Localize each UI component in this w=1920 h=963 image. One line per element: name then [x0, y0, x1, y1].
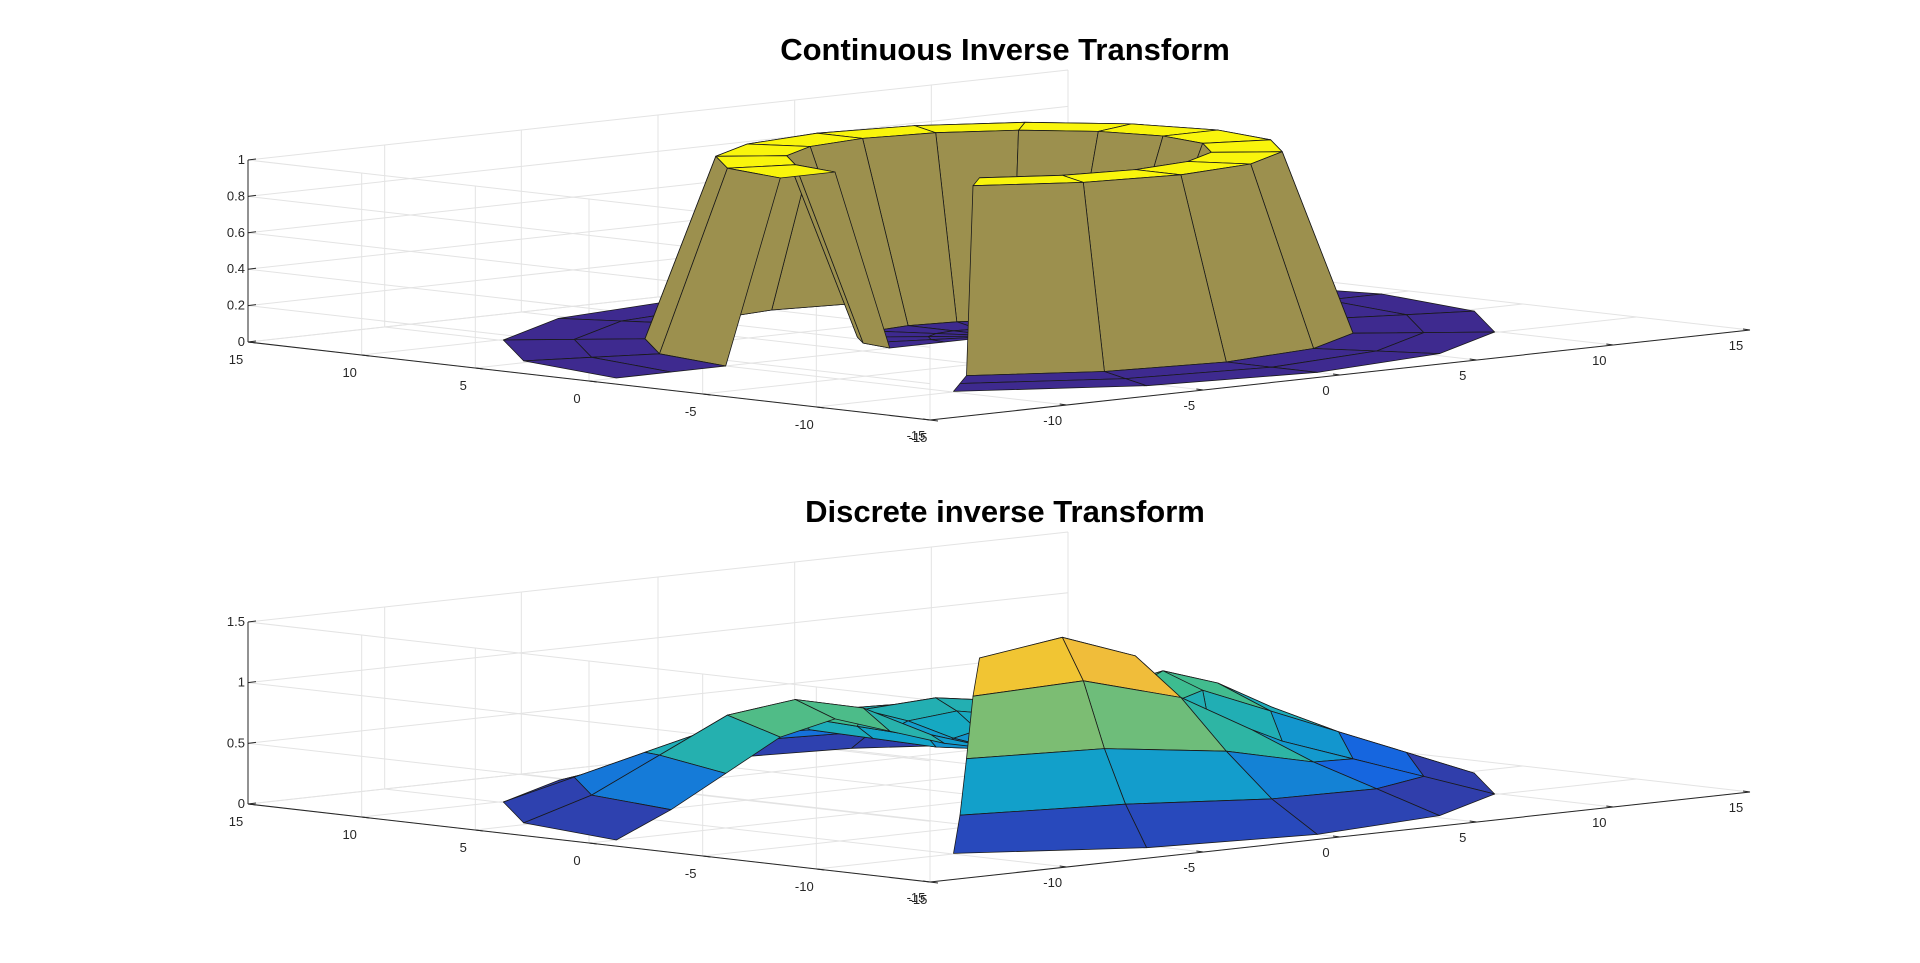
grid-line [247, 531, 1069, 623]
surface-face [966, 181, 1105, 377]
y-tick-label: 10 [342, 827, 356, 842]
grid-line [247, 592, 1069, 684]
surface-face [523, 356, 672, 379]
x-tick-mark [1469, 820, 1477, 823]
x-tick-label: -10 [1043, 413, 1062, 428]
y-tick-label: 0 [573, 391, 580, 406]
z-tick-mark [247, 741, 257, 744]
z-tick-mark [247, 620, 257, 623]
z-tick-mark [247, 158, 257, 161]
x-tick-mark [1742, 328, 1751, 331]
y-tick-label: 10 [342, 365, 356, 380]
y-tick-mark [475, 829, 484, 832]
z-tick-mark [247, 231, 257, 234]
z-tick-label: 1 [238, 152, 245, 167]
z-tick-mark [247, 194, 257, 197]
y-tick-label: 15 [229, 814, 243, 829]
z-tick-label: 0.6 [227, 225, 245, 240]
y-tick-mark [247, 341, 257, 344]
surface-face [523, 794, 672, 841]
x-tick-label: -5 [1184, 860, 1196, 875]
surface-face [959, 748, 1126, 816]
x-tick-label: -5 [1184, 398, 1196, 413]
discrete-inverse-transform-plot: Discrete inverse Transform 0 0.5 1 1.5 -15 -1… [227, 494, 1751, 907]
tick-labels: 00.20.40.60.81-15-10-5051015-15-10-50510… [227, 152, 1743, 445]
x-tick-label: -10 [1043, 875, 1062, 890]
grid-line [247, 268, 931, 348]
grid-line [247, 105, 1069, 197]
y-tick-mark [929, 419, 939, 422]
z-tick-label: 1 [238, 675, 245, 690]
y-tick-mark [361, 354, 370, 357]
grid-line [247, 621, 931, 701]
y-tick-label: -10 [795, 879, 814, 894]
x-tick-mark [922, 418, 931, 421]
x-tick-label: 15 [1729, 338, 1743, 353]
x-tick-label: 5 [1459, 830, 1466, 845]
grid-line [247, 652, 1069, 744]
y-tick-label: -15 [909, 430, 928, 445]
y-tick-mark [929, 881, 939, 884]
y-tick-label: 15 [229, 352, 243, 367]
y-tick-label: -10 [795, 417, 814, 432]
z-tick-label: 0.2 [227, 298, 245, 313]
z-tick-label: 0.4 [227, 261, 245, 276]
x-tick-mark [1606, 805, 1614, 808]
y-tick-mark [816, 868, 825, 871]
y-tick-mark [816, 406, 825, 409]
x-tick-mark [1469, 358, 1477, 361]
x-tick-mark [1332, 835, 1341, 838]
surface-face [953, 803, 1147, 854]
surface-face [953, 378, 1147, 392]
y-tick-mark [702, 855, 711, 858]
y-tick-mark [475, 367, 484, 370]
x-tick-label: 15 [1729, 800, 1743, 815]
z-tick-mark [247, 304, 257, 307]
x-tick-label: -15 [907, 428, 926, 443]
plot-title: Discrete inverse Transform [805, 494, 1205, 529]
x-tick-mark [1332, 373, 1341, 376]
x-tick-mark [1196, 388, 1204, 391]
x-tick-mark [922, 880, 931, 883]
z-tick-label: 0.5 [227, 735, 245, 750]
y-tick-label: 5 [460, 378, 467, 393]
y-tick-mark [247, 803, 257, 806]
y-tick-mark [588, 380, 598, 383]
x-tick-mark [1606, 343, 1614, 346]
z-tick-label: 0 [238, 334, 245, 349]
z-tick-label: 1.5 [227, 614, 245, 629]
y-tick-label: -5 [685, 404, 697, 419]
x-tick-mark [1059, 403, 1067, 406]
x-tick-mark [1196, 850, 1204, 853]
x-tick-mark [1059, 865, 1067, 868]
y-tick-label: 5 [460, 840, 467, 855]
x-tick-label: 0 [1322, 383, 1329, 398]
continuous-inverse-transform-plot: Continuous Inverse Transform 0 0.2 0.4 0.6 0… [227, 32, 1751, 445]
x-tick-label: 0 [1322, 845, 1329, 860]
surface-plot [502, 121, 1495, 392]
z-tick-label: 0 [238, 796, 245, 811]
x-tick-label: 10 [1592, 815, 1606, 830]
y-tick-mark [702, 393, 711, 396]
x-tick-mark [1742, 790, 1751, 793]
x-tick-label: 10 [1592, 353, 1606, 368]
y-tick-label: 0 [573, 853, 580, 868]
z-tick-mark [247, 681, 257, 684]
y-tick-mark [361, 816, 370, 819]
axes [247, 620, 1751, 884]
y-tick-mark [588, 842, 598, 845]
y-tick-label: -5 [685, 866, 697, 881]
x-tick-label: 5 [1459, 368, 1466, 383]
y-tick-label: -15 [909, 892, 928, 907]
axes [247, 158, 1751, 422]
x-tick-label: -15 [907, 890, 926, 905]
surface-plot [502, 636, 1495, 854]
z-tick-mark [247, 267, 257, 270]
plot-title: Continuous Inverse Transform [780, 32, 1230, 67]
z-tick-label: 0.8 [227, 188, 245, 203]
grid-line [247, 69, 1069, 161]
